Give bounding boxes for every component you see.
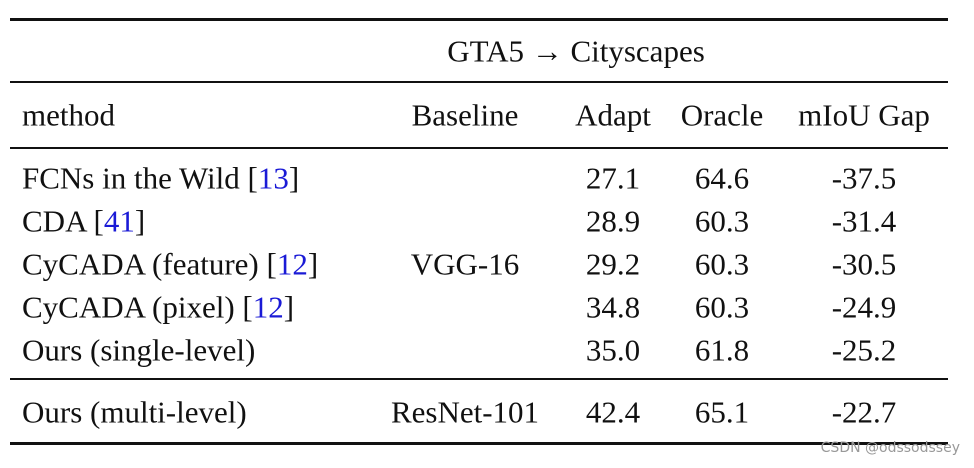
oracle-cell: 60.3	[694, 289, 750, 325]
citation-link: 12	[276, 246, 308, 282]
adapt-cell: 35.0	[585, 332, 641, 368]
adapt-cell: 27.1	[585, 160, 641, 196]
method-cell: CyCADA (feature) [12]	[22, 249, 318, 280]
gap-cell: -37.5	[831, 160, 897, 196]
citation-link: 12	[252, 289, 284, 325]
adapt-cell: 28.9	[585, 203, 641, 239]
gap-cell: -25.2	[831, 332, 897, 368]
method-text: Ours (single-level)	[22, 332, 256, 368]
oracle-cell: 60.3	[694, 203, 750, 239]
oracle-cell: 61.8	[694, 332, 750, 368]
method-text: ]	[307, 246, 319, 282]
adapt-cell: 34.8	[585, 289, 641, 325]
bottom-rule	[10, 442, 948, 445]
baseline-cell: VGG-16	[410, 246, 520, 282]
column-header: method	[22, 97, 115, 133]
method-cell: CyCADA (pixel) [12]	[22, 292, 294, 323]
method-cell: FCNs in the Wild [13]	[22, 163, 299, 194]
method-text: ]	[134, 203, 146, 239]
gap-cell: -30.5	[831, 246, 897, 282]
gap-cell: -22.7	[831, 394, 897, 430]
header-rule	[10, 147, 948, 149]
adapt-cell: 29.2	[585, 246, 641, 282]
mid-rule	[10, 378, 948, 380]
citation-link: 41	[103, 203, 135, 239]
column-header: Adapt	[575, 97, 651, 133]
baseline-cell: ResNet-101	[390, 394, 540, 430]
gap-cell: -24.9	[831, 289, 897, 325]
method-text: FCNs in the Wild [	[22, 160, 258, 196]
column-header: Oracle	[680, 97, 764, 133]
method-text: CDA [	[22, 203, 104, 239]
top-rule	[10, 18, 948, 21]
method-text: ]	[283, 289, 295, 325]
method-text: CyCADA (pixel) [	[22, 289, 253, 325]
method-text: Ours (multi-level)	[22, 394, 247, 430]
gap-cell: -31.4	[831, 203, 897, 239]
column-header: mIoU Gap	[798, 97, 930, 133]
oracle-cell: 64.6	[694, 160, 750, 196]
group-rule	[10, 81, 948, 83]
oracle-cell: 65.1	[694, 394, 750, 430]
method-text: CyCADA (feature) [	[22, 246, 277, 282]
adapt-cell: 42.4	[585, 394, 641, 430]
method-cell: Ours (single-level)	[22, 335, 255, 366]
group-header: GTA5 → Cityscapes	[447, 33, 705, 69]
watermark: CSDN @odssodssey	[820, 440, 960, 456]
oracle-cell: 60.3	[694, 246, 750, 282]
method-text: ]	[288, 160, 300, 196]
method-cell: Ours (multi-level)	[22, 397, 247, 428]
column-header: Baseline	[411, 97, 519, 133]
citation-link: 13	[257, 160, 289, 196]
method-cell: CDA [41]	[22, 206, 145, 237]
